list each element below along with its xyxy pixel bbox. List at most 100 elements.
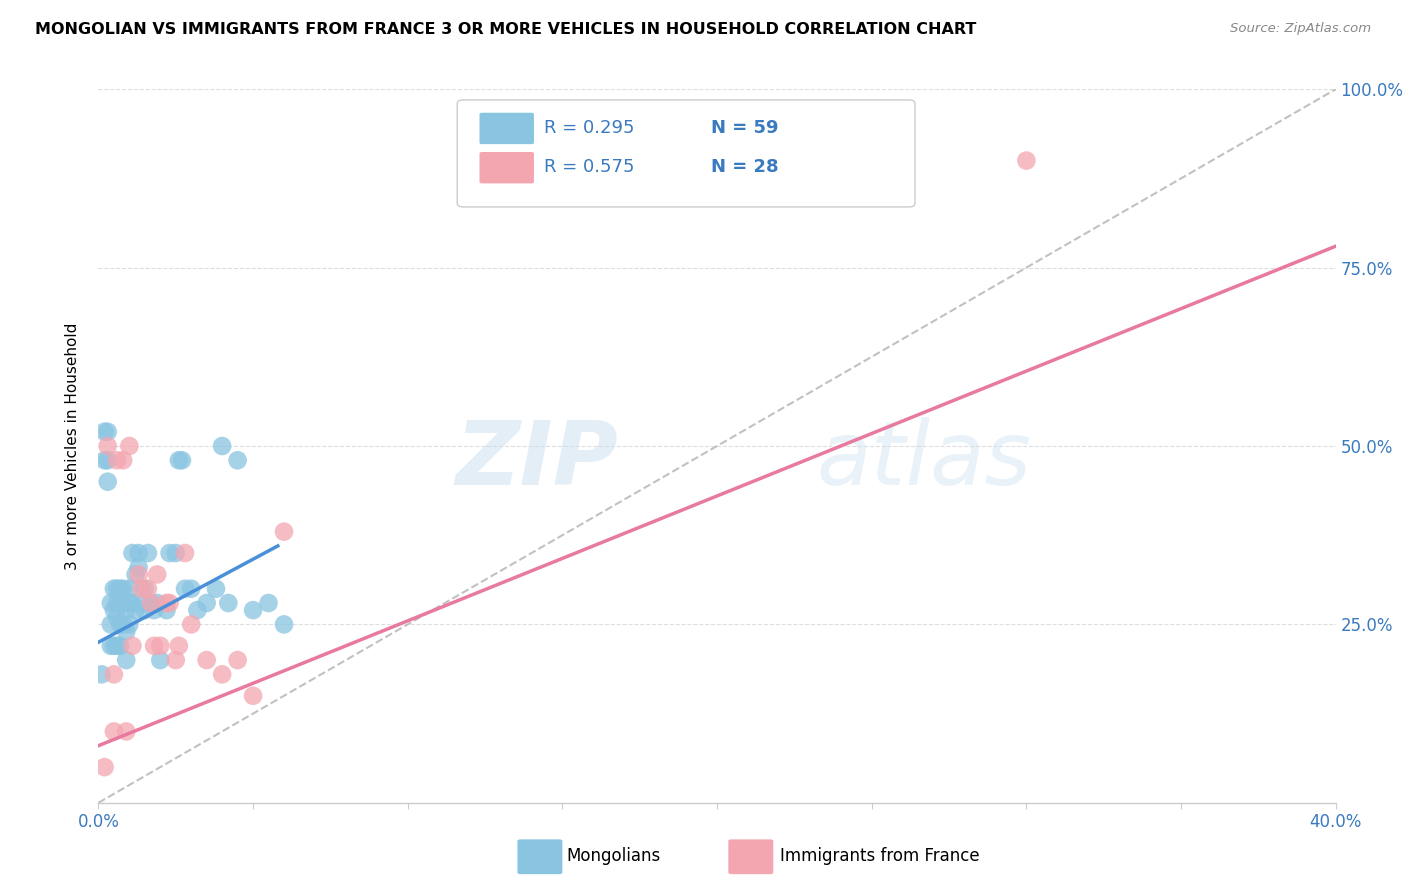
Point [174, 546, 197, 560]
Text: atlas: atlas [815, 417, 1031, 503]
Point [159, 596, 181, 610]
Point [134, 603, 156, 617]
Point [131, 582, 153, 596]
Point [118, 439, 141, 453]
Point [121, 596, 143, 610]
Point [108, 582, 131, 596]
Point [93, 453, 115, 467]
Point [134, 582, 156, 596]
FancyBboxPatch shape [457, 100, 915, 207]
Point [226, 653, 249, 667]
Point [1015, 153, 1038, 168]
Point [128, 560, 150, 574]
Point [180, 617, 202, 632]
Point [195, 653, 218, 667]
Text: Mongolians: Mongolians [567, 847, 661, 865]
Point [115, 653, 138, 667]
Point [165, 546, 187, 560]
Point [118, 617, 141, 632]
Point [115, 724, 138, 739]
Point [103, 582, 125, 596]
Y-axis label: 3 or more Vehicles in Household: 3 or more Vehicles in Household [65, 322, 80, 570]
Point [103, 724, 125, 739]
Point [226, 453, 249, 467]
Point [146, 596, 169, 610]
Point [93, 425, 115, 439]
Point [146, 567, 169, 582]
Point [108, 639, 131, 653]
Point [143, 639, 166, 653]
Point [167, 639, 190, 653]
Point [121, 639, 143, 653]
Point [105, 610, 128, 624]
Point [103, 603, 125, 617]
Point [186, 603, 208, 617]
Point [165, 653, 187, 667]
Point [93, 760, 115, 774]
Point [124, 567, 146, 582]
Point [136, 546, 159, 560]
Text: R = 0.295: R = 0.295 [544, 119, 634, 136]
Point [105, 453, 128, 467]
Point [112, 582, 135, 596]
Point [118, 596, 141, 610]
Text: Immigrants from France: Immigrants from France [780, 847, 980, 865]
Point [103, 639, 125, 653]
Text: MONGOLIAN VS IMMIGRANTS FROM FRANCE 3 OR MORE VEHICLES IN HOUSEHOLD CORRELATION : MONGOLIAN VS IMMIGRANTS FROM FRANCE 3 OR… [35, 22, 977, 37]
Text: N = 59: N = 59 [711, 119, 779, 136]
Point [105, 596, 128, 610]
Point [242, 603, 264, 617]
Point [100, 617, 122, 632]
Point [155, 596, 177, 610]
Point [195, 596, 218, 610]
Point [100, 596, 122, 610]
Point [131, 596, 153, 610]
Point [205, 582, 228, 596]
Text: Source: ZipAtlas.com: Source: ZipAtlas.com [1230, 22, 1371, 36]
Point [112, 596, 135, 610]
Point [97, 475, 120, 489]
Point [149, 639, 172, 653]
Text: ZIP: ZIP [456, 417, 619, 504]
Point [174, 582, 197, 596]
Point [273, 617, 295, 632]
Point [97, 439, 120, 453]
Point [97, 453, 120, 467]
Point [211, 439, 233, 453]
Point [100, 639, 122, 653]
Point [128, 567, 150, 582]
Point [257, 596, 280, 610]
Point [180, 582, 202, 596]
Point [139, 596, 162, 610]
Text: N = 28: N = 28 [711, 158, 779, 176]
Point [128, 546, 150, 560]
Point [103, 667, 125, 681]
FancyBboxPatch shape [479, 112, 534, 145]
Point [108, 617, 131, 632]
Point [143, 603, 166, 617]
FancyBboxPatch shape [479, 152, 534, 184]
Point [121, 546, 143, 560]
Point [217, 596, 239, 610]
Point [97, 425, 120, 439]
Point [139, 596, 162, 610]
Point [118, 582, 141, 596]
Point [170, 453, 193, 467]
Point [159, 546, 181, 560]
Point [167, 453, 190, 467]
Point [242, 689, 264, 703]
Point [105, 639, 128, 653]
Point [115, 624, 138, 639]
Point [149, 653, 172, 667]
Point [112, 453, 135, 467]
Point [112, 617, 135, 632]
Point [108, 596, 131, 610]
Point [273, 524, 295, 539]
Point [105, 582, 128, 596]
Text: R = 0.575: R = 0.575 [544, 158, 634, 176]
Point [136, 582, 159, 596]
Point [90, 667, 112, 681]
Point [115, 603, 138, 617]
Point [155, 603, 177, 617]
Point [124, 603, 146, 617]
